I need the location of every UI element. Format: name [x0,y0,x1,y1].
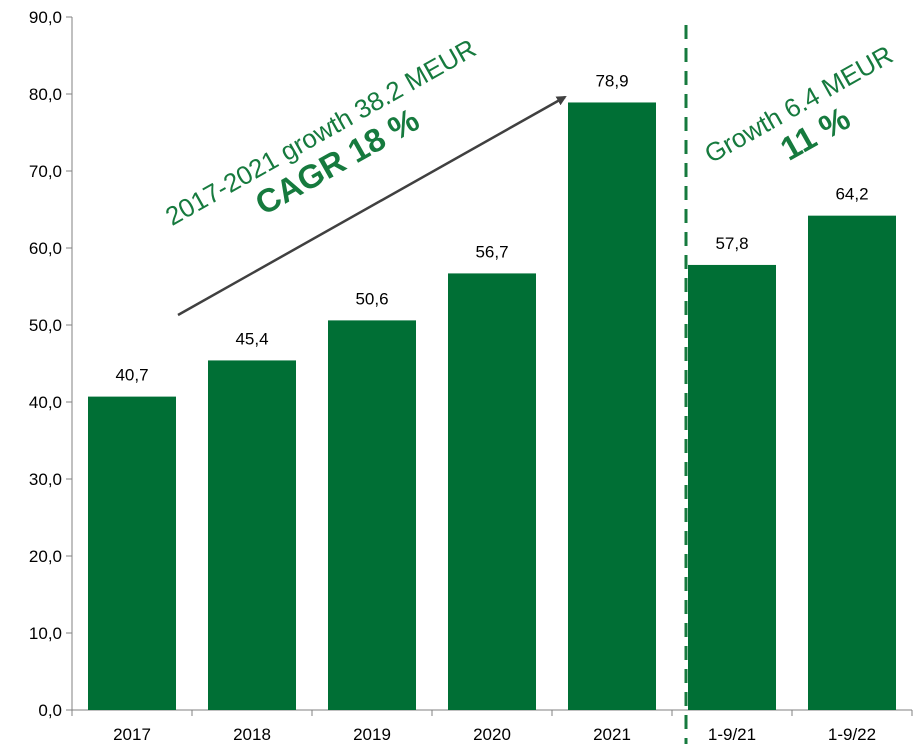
bar-value-label: 57,8 [715,234,748,253]
y-tick-label: 80,0 [29,85,62,104]
x-tick-label: 2021 [593,725,631,744]
bars [88,102,896,711]
bar [808,215,896,710]
bar-value-label: 40,7 [115,366,148,385]
y-tick-label: 70,0 [29,162,62,181]
y-tick-label: 60,0 [29,239,62,258]
value-labels: 40,7 45,4 50,6 56,7 78,9 57,8 64,2 [115,71,868,384]
y-tick-label: 90,0 [29,8,62,27]
x-tick-label: 2020 [473,725,511,744]
annotation-growth-2017-2021-line1: 2017-2021 growth 38.2 MEUR [160,33,481,232]
annotation-growth-1-9: Growth 6.4 MEUR 11 % [699,39,898,169]
y-tick-label: 30,0 [29,470,62,489]
y-tick-label: 0,0 [38,701,62,720]
x-tick-label: 2019 [353,725,391,744]
bar-value-label: 50,6 [355,289,388,308]
y-tick-label: 40,0 [29,393,62,412]
x-tick-label: 1-9/22 [828,725,876,744]
y-tick-label: 50,0 [29,316,62,335]
bar [688,264,776,710]
x-axis: 2017 2018 2019 2020 2021 1-9/21 1-9/22 [71,709,913,744]
bar [568,102,656,711]
bar-value-label: 56,7 [475,242,508,261]
x-tick-label: 2018 [233,725,271,744]
bar [88,396,176,710]
bar [328,320,416,710]
x-tick-label: 2017 [113,725,151,744]
bar-value-label: 78,9 [595,71,628,90]
bar-value-label: 45,4 [235,329,268,348]
bar [208,360,296,710]
x-tick-label: 1-9/21 [708,725,756,744]
bar [448,273,536,710]
growth-trend-arrow [177,95,567,317]
y-tick-label: 20,0 [29,547,62,566]
y-tick-label: 10,0 [29,624,62,643]
y-axis: 0,0 10,0 20,0 30,0 40,0 50,0 60,0 70,0 80,0 90,0 [29,8,73,720]
bar-value-label: 64,2 [835,185,868,204]
